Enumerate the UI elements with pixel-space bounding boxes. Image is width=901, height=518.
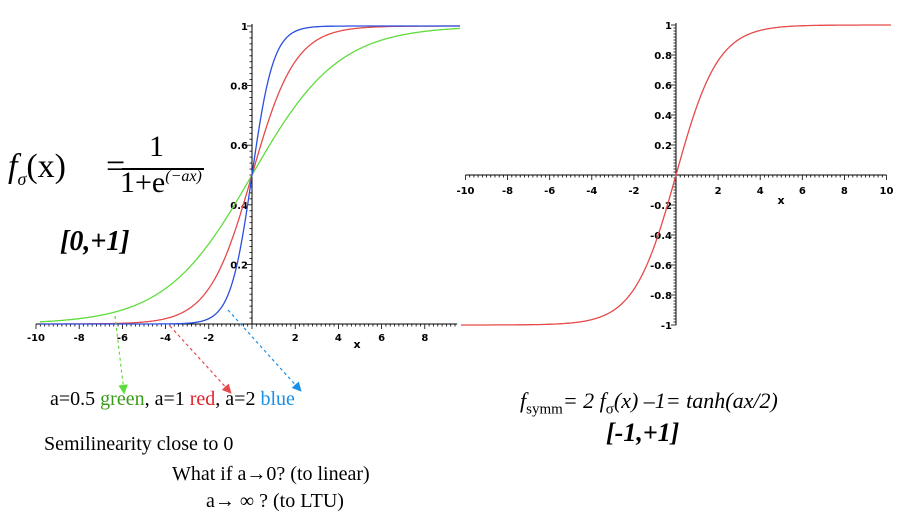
semilinearity-note: Semilinearity close to 0	[44, 433, 234, 455]
x-tick-label: 8	[421, 333, 428, 344]
y-tick-label: -0.2	[650, 201, 672, 212]
legend-green-prefix: a=0.5	[50, 388, 101, 410]
x-tick-label: -4	[160, 333, 171, 344]
x-tick-label: 10	[880, 186, 894, 197]
x-tick-label: -8	[502, 186, 513, 197]
y-tick-label: -0.4	[650, 231, 672, 242]
arrow-green	[114, 315, 128, 395]
y-tick-label: 0.8	[654, 51, 672, 62]
x-tick-label: -6	[544, 186, 555, 197]
y-tick-label: 0.2	[654, 141, 672, 152]
arrow-red	[169, 325, 232, 394]
x-tick-label: 8	[841, 186, 848, 197]
sigmoid-range: [0,+1]	[60, 226, 130, 257]
x-tick-label: 2	[715, 186, 722, 197]
x-tick-label: -6	[117, 333, 128, 344]
y-tick-label: -0.6	[650, 261, 672, 272]
tanh-plot: -10 -8 -6 -4 -2 2 4 6 8 10 -1 -0.8 -0.6 -0.4 -0.2 0.2 0.…	[456, 21, 893, 332]
sigmoid-plot: -10 -8 -6 -4 -2 2 4 6 8 0.2 0.4 0.6 0.8 1 x	[27, 22, 461, 351]
y-tick-label: 0.6	[654, 81, 672, 92]
series-line	[40, 27, 461, 323]
y-tick-label: 0.6	[230, 141, 248, 152]
y-tick-label: 0.4	[230, 201, 248, 212]
y-tick-label: 0.4	[654, 111, 672, 122]
y-tick-label: 1	[241, 22, 248, 33]
x-tick-label: 6	[378, 333, 385, 344]
x-axis-label: x	[777, 194, 784, 207]
legend-blue-prefix: , a=2	[215, 388, 261, 410]
sigmoid-formula: fσ(x) = 1 1+e(−ax)	[8, 130, 204, 200]
y-tick-label: -0.8	[650, 291, 672, 302]
x-tick-label: -8	[74, 333, 85, 344]
x-tick-label: 4	[757, 186, 764, 197]
formula-equals: =	[106, 148, 126, 185]
arrow-blue	[227, 309, 302, 392]
x-axis-label: x	[353, 338, 360, 351]
formula-lhs: fσ(x)	[8, 148, 66, 189]
x-tick-label: -2	[628, 186, 639, 197]
legend-blue-word: blue	[260, 388, 295, 410]
x-tick-label: 6	[799, 186, 806, 197]
formula-fraction-bar	[122, 168, 204, 170]
y-tick-label: 1	[665, 21, 672, 32]
y-tick-label: 0.2	[230, 260, 248, 271]
question-linear: What if a→0? (to linear)	[172, 463, 370, 485]
legend-green-word: green	[100, 388, 145, 410]
legend-red-prefix: , a=1	[144, 388, 190, 410]
series-line	[461, 24, 891, 326]
x-tick-label: -10	[27, 333, 45, 344]
x-tick-label: -10	[456, 186, 474, 197]
legend-red-word: red	[189, 388, 216, 410]
x-tick-label: -4	[586, 186, 597, 197]
x-tick-label: 2	[292, 333, 299, 344]
y-tick-label: -1	[661, 321, 672, 332]
y-tick-label: 0.8	[230, 82, 248, 93]
formula-denominator: 1+e(−ax)	[120, 166, 202, 199]
formula-numerator: 1	[149, 130, 164, 163]
symmetric-formula: fsymm= 2 fσ(x) –1= tanh(ax/2)	[520, 388, 778, 418]
symmetric-range: [-1,+1]	[606, 418, 680, 447]
x-tick-label: 4	[335, 333, 342, 344]
series-line	[40, 25, 460, 325]
curve-legend: a=0.5 green, a=1 red, a=2 blue	[50, 388, 295, 411]
x-tick-label: -2	[203, 333, 214, 344]
question-ltu: a→ ∞ ? (to LTU)	[206, 490, 344, 512]
